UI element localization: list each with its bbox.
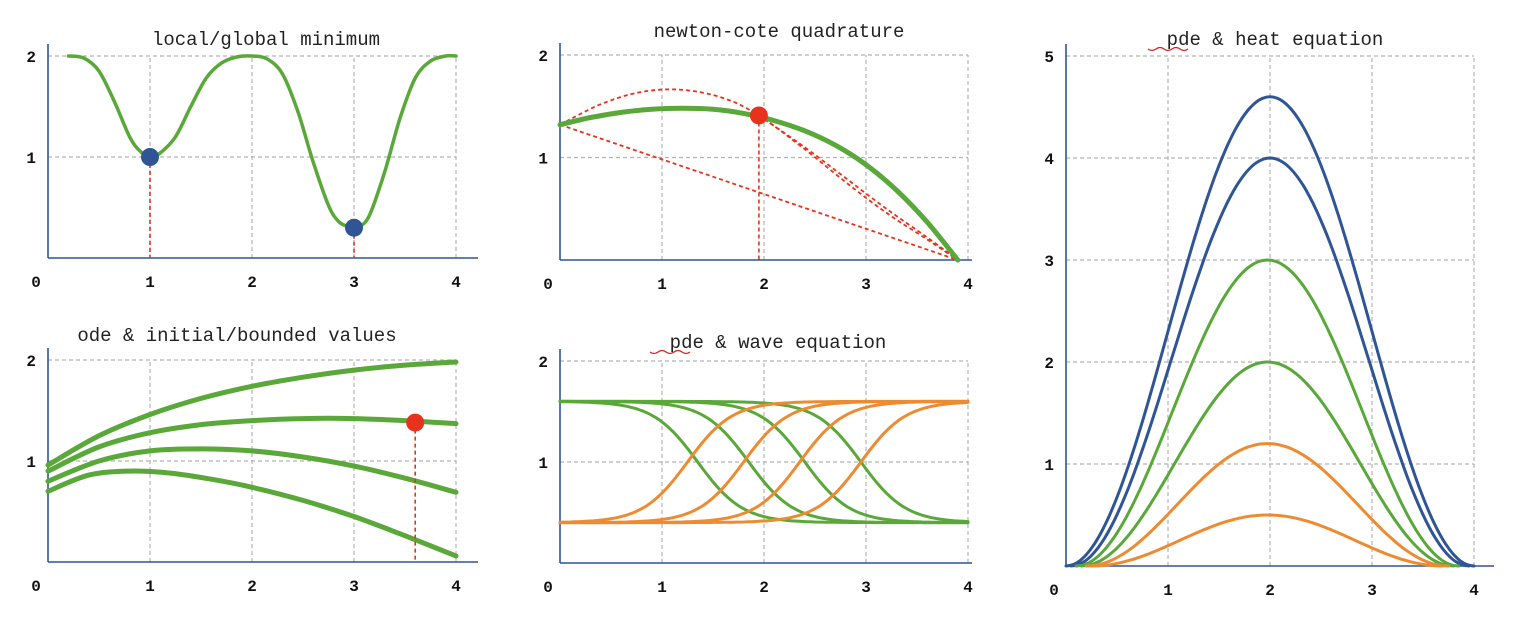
series-line-5 [1084,442,1450,568]
chart-title: ode & initial/bounded values [77,325,396,347]
data-point-1 [749,106,768,125]
data-point-1 [406,413,425,432]
y-tick-label: 2 [1044,355,1054,373]
y-tick-label: 2 [26,353,36,371]
panel-pde-heat-equation: pde & heat equation 0 1 2 3 4 1 2 3 4 5 [1044,29,1494,600]
panel-newton-cote-quadrature: newton-cote quadrature 0 1 2 3 4 1 2 [538,21,973,294]
series-line-6 [1090,513,1445,568]
chart-title: pde & wave equation [670,332,887,354]
x-tick-label: 0 [31,578,41,596]
chart-title: local/global minimum [152,29,380,51]
panel-local-global-minimum: local/global minimum 0 1 2 3 4 1 2 [26,29,478,292]
y-tick-label: 2 [26,49,36,67]
series-line-1 [66,53,458,230]
x-tick-label: 4 [963,579,973,597]
x-tick-label: 0 [31,274,41,292]
series-line-2 [45,415,459,474]
y-tick-label: 2 [538,48,548,66]
dashed-construction-line [758,114,959,261]
x-tick-label: 4 [1469,582,1479,600]
series-line-4 [45,468,459,559]
x-tick-label: 2 [759,276,769,294]
series-line-1 [1064,95,1476,568]
gridlines [560,360,969,563]
chart-title: pde & heat equation [1167,29,1384,51]
series-line-3 [1074,258,1461,568]
x-tick-label: 3 [1367,582,1377,600]
x-tick-label: 2 [247,578,257,596]
x-tick-label: 1 [1163,582,1173,600]
chart-title: newton-cote quadrature [654,21,905,43]
y-tick-label: 2 [538,354,548,372]
dashed-construction-line [559,123,959,261]
y-tick-label: 4 [1044,151,1054,169]
series-line-3 [45,446,459,495]
spellcheck-underline [649,349,691,355]
spellcheck-underline [1147,46,1189,52]
x-tick-label: 1 [657,579,667,597]
x-tick-label: 0 [1049,582,1059,600]
x-tick-label: 2 [759,579,769,597]
data-point-2 [345,218,363,237]
series-line-4 [1079,360,1456,568]
x-tick-label: 2 [247,274,257,292]
y-tick-label: 1 [26,150,36,168]
x-tick-label: 0 [543,276,553,294]
series-line-1 [45,359,459,468]
series-line-2 [1069,156,1471,568]
wave-front-orange-4 [558,400,970,525]
y-tick-label: 1 [26,454,36,472]
panel-ode-initial-bounded-values: ode & initial/bounded values 0 1 2 3 4 1 2 [26,325,478,596]
x-tick-label: 4 [451,578,461,596]
x-tick-label: 3 [349,578,359,596]
x-tick-label: 2 [1265,582,1275,600]
x-tick-label: 1 [145,274,155,292]
y-tick-label: 5 [1044,49,1054,67]
x-tick-label: 4 [451,274,461,292]
x-tick-label: 0 [543,579,553,597]
x-tick-label: 1 [657,276,667,294]
x-tick-label: 3 [861,579,871,597]
y-tick-label: 3 [1044,253,1054,271]
x-tick-label: 3 [861,276,871,294]
x-tick-label: 1 [145,578,155,596]
gridlines [48,359,457,562]
y-tick-label: 1 [538,455,548,473]
gridlines [560,54,969,260]
y-tick-label: 1 [538,151,548,169]
data-point-1 [141,148,159,166]
y-tick-label: 1 [1044,457,1054,475]
wave-front-green-4 [558,399,970,524]
panel-pde-wave-equation: pde & wave equation 0 1 2 3 4 1 2 [538,332,973,597]
x-tick-label: 3 [349,274,359,292]
x-tick-label: 4 [963,276,973,294]
